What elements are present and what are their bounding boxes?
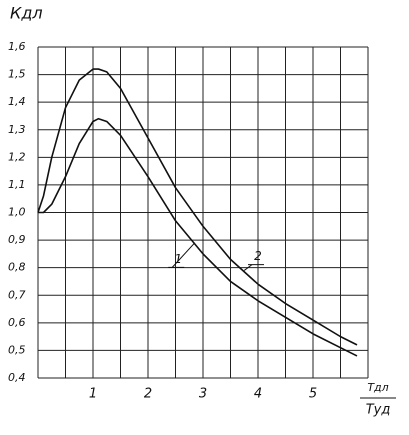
y-tick-label: 0,6 bbox=[8, 316, 26, 329]
x-axis-label-numerator: Tдл bbox=[367, 381, 388, 394]
y-tick-label: 1,3 bbox=[8, 123, 26, 136]
y-axis-label: Кдл bbox=[10, 4, 43, 23]
y-tick-label: 1,5 bbox=[8, 68, 26, 81]
x-tick-label: 1 bbox=[89, 387, 97, 402]
y-tick-label: 1,1 bbox=[8, 178, 26, 191]
curve bbox=[38, 117, 358, 357]
x-tick-label: 4 bbox=[254, 387, 262, 402]
curve-label: 1 bbox=[174, 252, 182, 266]
y-tick-label: 0,4 bbox=[8, 371, 26, 384]
y-tick-label: 0,8 bbox=[8, 261, 26, 274]
leader-line bbox=[171, 242, 196, 268]
y-tick-label: 0,9 bbox=[8, 233, 26, 246]
leader-line bbox=[243, 264, 253, 271]
curve bbox=[37, 68, 358, 346]
y-tick-label: 1,0 bbox=[8, 206, 26, 219]
y-tick-label: 0,7 bbox=[8, 288, 26, 301]
x-tick-label: 3 bbox=[199, 387, 207, 402]
x-tick-label: 2 bbox=[144, 387, 152, 402]
y-tick-label: 1,6 bbox=[8, 40, 26, 53]
y-tick-label: 1,4 bbox=[8, 95, 26, 108]
y-tick-label: 0,5 bbox=[8, 343, 26, 356]
x-axis-label-denominator: Tуд bbox=[366, 403, 391, 418]
curve-label: 2 bbox=[254, 249, 262, 263]
y-tick-label: 1,2 bbox=[8, 150, 26, 163]
x-tick-label: 5 bbox=[309, 387, 317, 402]
